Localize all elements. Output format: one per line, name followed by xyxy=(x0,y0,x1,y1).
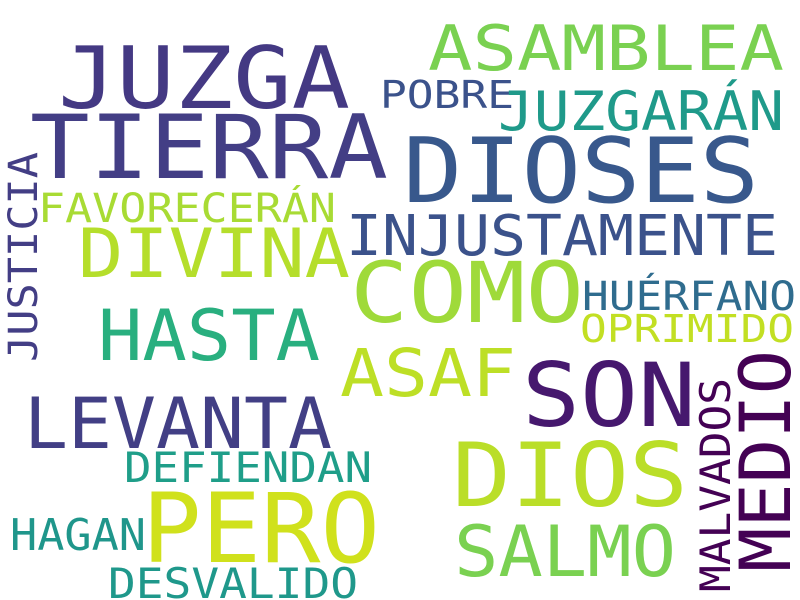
word-asamblea: ASAMBLEA xyxy=(428,12,784,85)
word-favoreceran: FAVORECERÁN xyxy=(38,184,336,232)
word-malvados: MALVADOS xyxy=(691,378,740,592)
word-juzgaran: JUZGARÁN xyxy=(498,80,784,143)
word-salmo: SALMO xyxy=(454,511,676,593)
word-asaf: ASAF xyxy=(340,335,516,412)
word-desvalido: DESVALIDO xyxy=(108,559,358,600)
word-medio: MEDIO xyxy=(725,350,800,572)
word-huerfano: HUÉRFANO xyxy=(582,272,796,320)
word-dioses: DIOSES xyxy=(403,119,759,224)
word-injustamente: INJUSTAMENTE xyxy=(346,204,778,269)
word-tierra: TIERRA xyxy=(30,96,388,199)
word-dios: DIOS xyxy=(452,424,688,527)
word-levanta: LEVANTA xyxy=(24,383,332,465)
word-hagan: HAGAN xyxy=(10,510,146,561)
word-justicia: JUSTICIA xyxy=(1,152,47,362)
word-como: COMO xyxy=(350,244,584,342)
word-pobre: POBRE xyxy=(380,73,514,117)
word-juzga: JUZGA xyxy=(58,29,350,129)
word-defiendan: DEFIENDAN xyxy=(124,443,372,492)
word-son: SON xyxy=(522,344,696,447)
word-divina: DIVINA xyxy=(78,215,350,294)
word-oprimido: OPRIMIDO xyxy=(580,307,794,351)
word-hasta: HASTA xyxy=(98,295,320,377)
word-pero: PERO xyxy=(142,473,380,585)
